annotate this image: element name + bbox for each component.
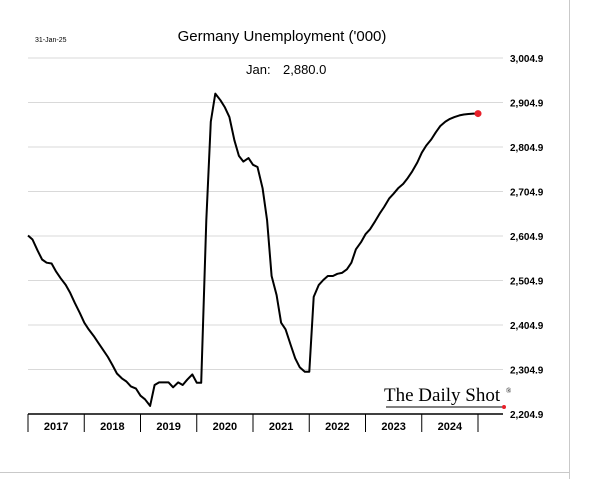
y-tick-label: 3,004.9: [510, 54, 544, 65]
x-tick-label: 2022: [325, 421, 349, 433]
x-tick-label: 2020: [213, 421, 237, 433]
x-tick-label: 2019: [156, 421, 180, 433]
x-axis-labels: 2017 2018 2019 2020 2021 2022 2023 2024: [44, 421, 463, 433]
y-tick-label: 2,304.9: [510, 366, 544, 377]
latest-value: 2,880.0: [283, 62, 326, 77]
unemployment-line: [27, 92, 478, 407]
y-tick-label: 2,904.9: [510, 99, 544, 110]
brand-logo: The Daily Shot: [384, 385, 501, 406]
brand-registered-mark: ®: [506, 387, 512, 395]
x-tick-label: 2017: [44, 421, 68, 433]
x-tick-label: 2018: [100, 421, 124, 433]
y-tick-label: 2,404.9: [510, 321, 544, 332]
frame-border-right: [569, 0, 570, 479]
y-tick-label: 2,504.9: [510, 277, 544, 288]
date-stamp: 31-Jan-25: [35, 37, 67, 44]
y-axis-labels: 3,004.9 2,904.9 2,804.9 2,704.9 2,604.9 2,504…: [510, 54, 544, 421]
y-tick-label: 2,704.9: [510, 188, 544, 199]
x-axis: [27, 413, 503, 432]
x-tick-label: 2023: [381, 421, 405, 433]
chart-title: Germany Unemployment ('000): [178, 28, 387, 45]
y-tick-label: 2,804.9: [510, 143, 544, 154]
latest-label: Jan:: [246, 62, 271, 77]
x-tick-label: 2021: [269, 421, 293, 433]
latest-point-marker: [474, 110, 482, 118]
gridlines: [28, 57, 503, 370]
x-tick-label: 2024: [438, 421, 463, 433]
y-tick-label: 2,204.9: [510, 410, 544, 421]
y-tick-label: 2,604.9: [510, 232, 544, 243]
frame-border-bottom: [0, 472, 570, 473]
brand-dot: [502, 405, 506, 409]
